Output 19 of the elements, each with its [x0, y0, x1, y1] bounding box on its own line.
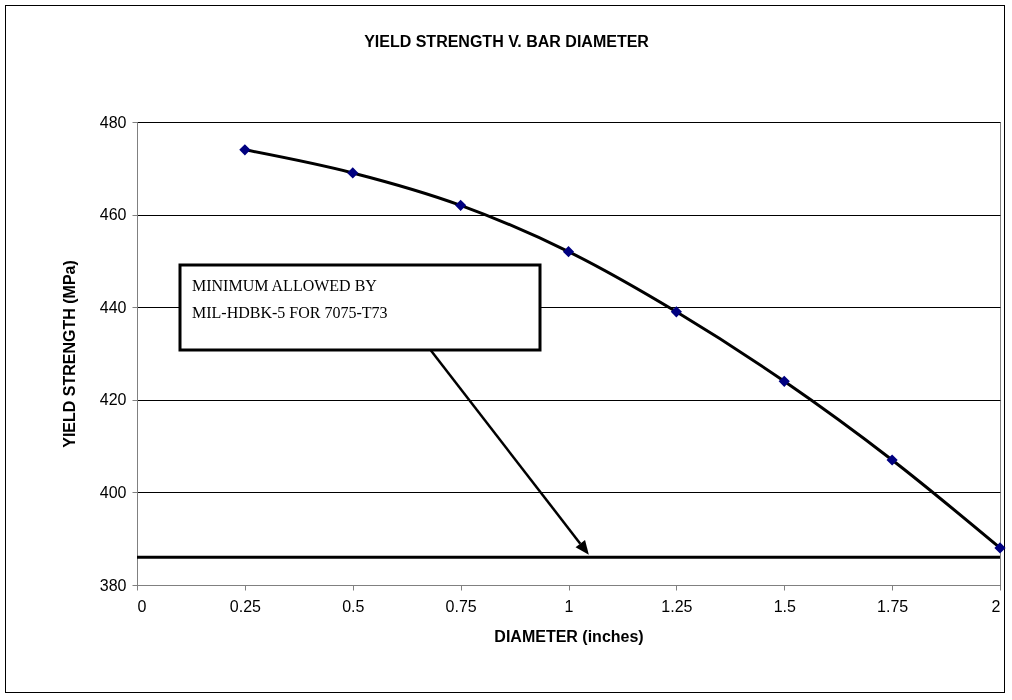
y-tick-label: 440 — [99, 298, 127, 316]
ref-line-label: MINIMUM ALLOWED BY MIL-HDBK-5 FOR 7075-T73 — [192, 277, 388, 321]
y-tick-label: 400 — [99, 483, 127, 501]
y-tick-label: 480 — [99, 113, 127, 131]
x-tick-label: 0 — [137, 597, 147, 615]
x-tick-label: 0.25 — [229, 597, 262, 615]
x-tick-label: 1.5 — [773, 597, 796, 615]
y-tick-label: 420 — [99, 391, 127, 409]
x-tick-label: 1 — [564, 597, 574, 615]
y-tick-label: 380 — [99, 576, 127, 594]
y-tick-label: 460 — [99, 206, 127, 224]
x-tick-label: 0.5 — [342, 597, 365, 615]
x-tick-label: 1.25 — [661, 597, 693, 615]
x-tick-label: 1.75 — [877, 597, 909, 615]
x-tick-label: 0.75 — [445, 597, 477, 615]
x-axis-title: DIAMETER (inches) — [494, 627, 644, 645]
y-axis-title: YIELD STRENGTH (MPa) — [60, 260, 78, 448]
x-tick-label: 2 — [991, 597, 1001, 615]
chart-title: YIELD STRENGTH V. BAR DIAMETER — [364, 33, 650, 50]
